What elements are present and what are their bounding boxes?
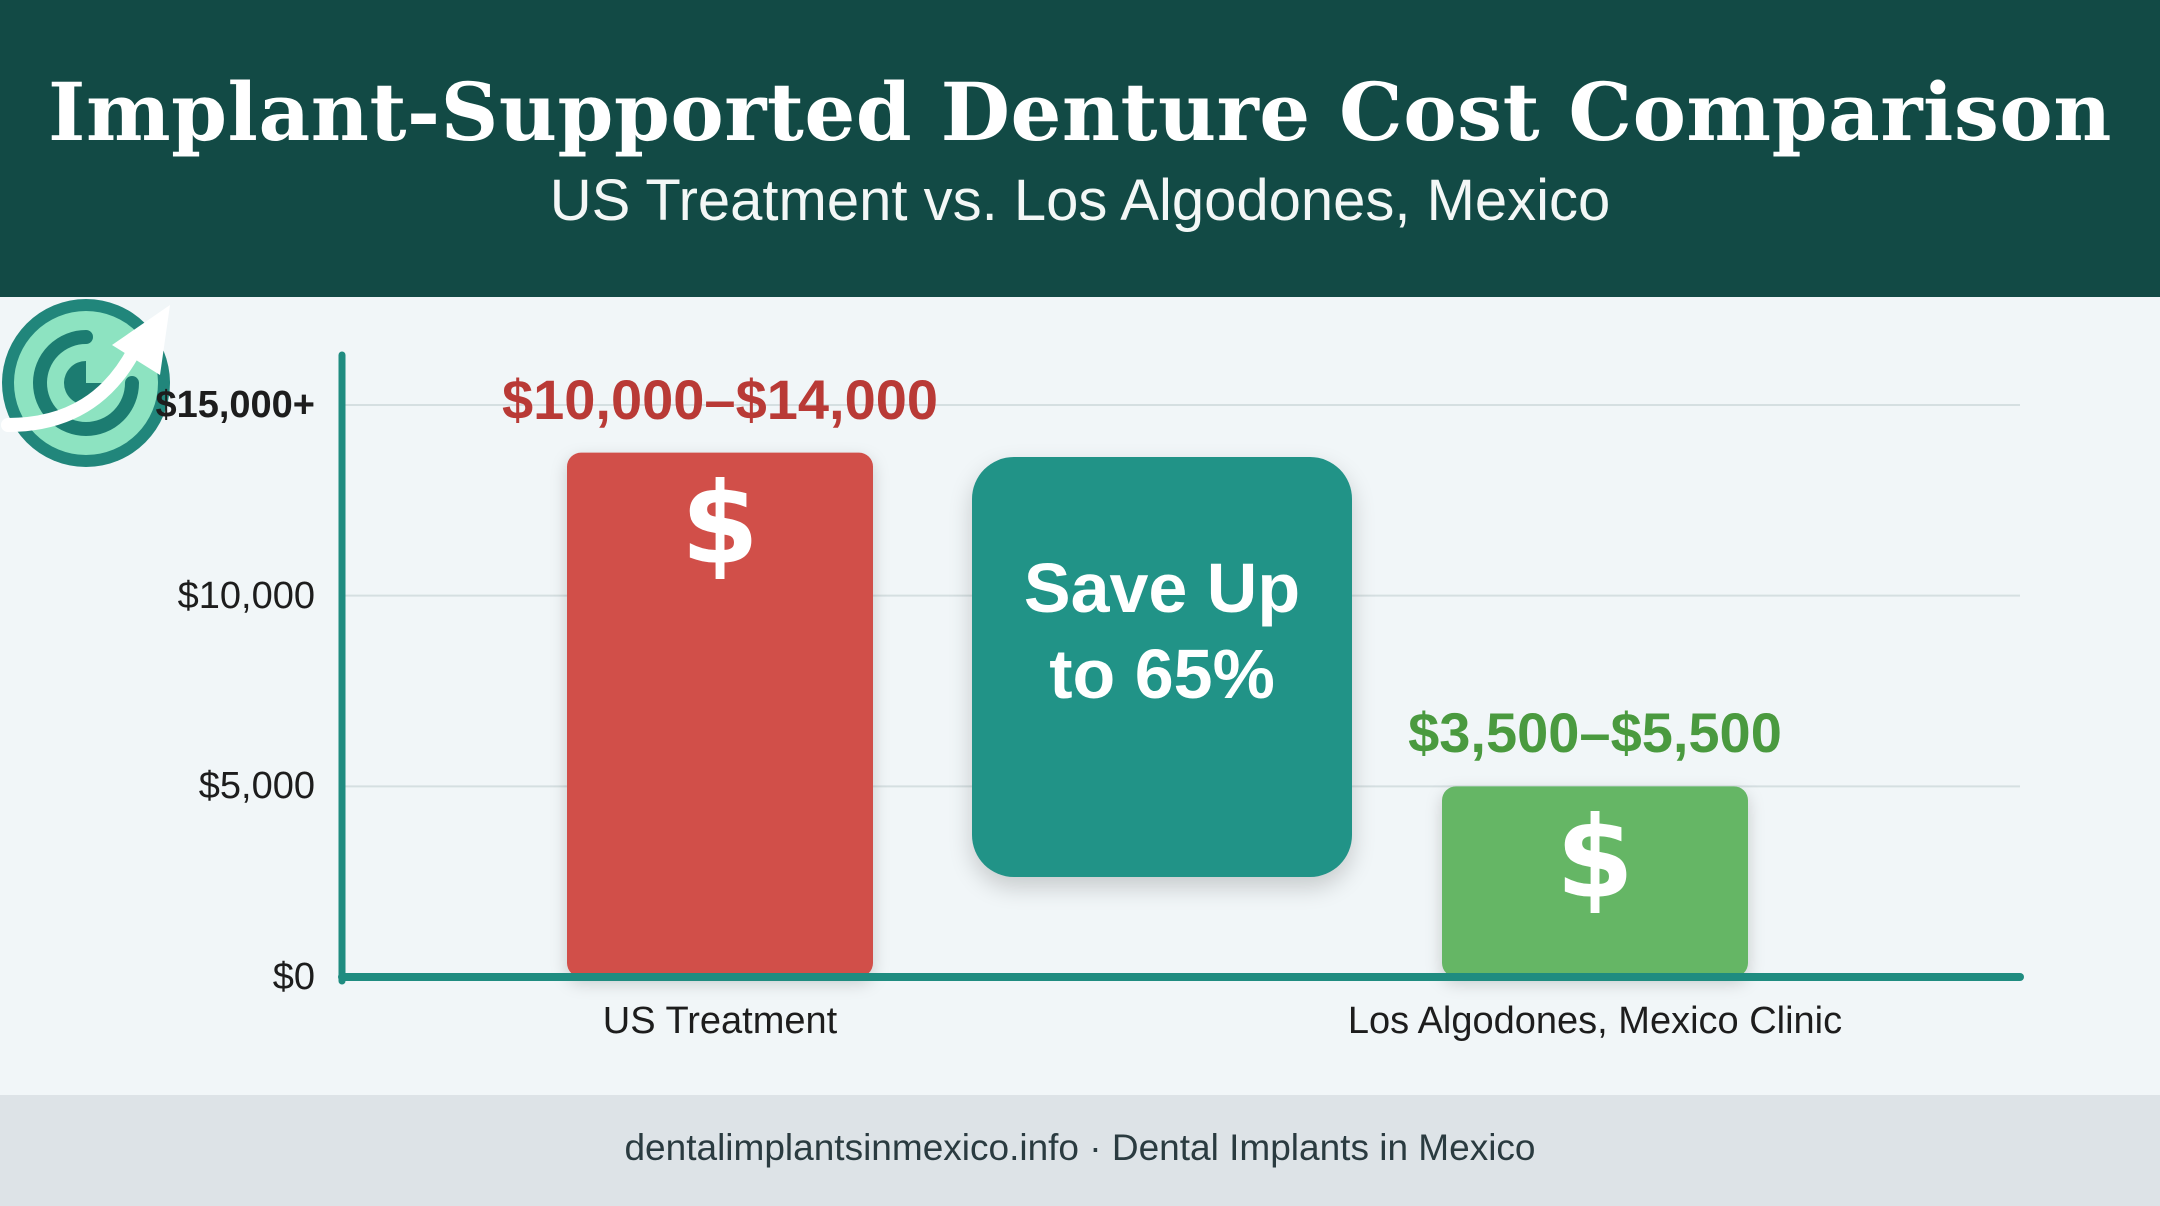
- savings-line-2: to 65%: [1049, 635, 1275, 713]
- savings-line-1: Save Up: [1023, 549, 1301, 627]
- dollar-sign-icon: $: [1556, 793, 1634, 923]
- header-banner: Implant-Supported Denture Cost Compariso…: [0, 0, 2160, 297]
- dollar-sign-icon: $: [681, 460, 759, 590]
- bar-value-label: $10,000–$14,000: [502, 367, 938, 431]
- chart-canvas: $$: [338, 351, 2024, 985]
- savings-callout-text: Save Up to 65%: [972, 545, 1352, 717]
- y-tick-label: $0: [272, 956, 315, 998]
- footer-bar: dentalimplantsinmexico.info · Dental Imp…: [0, 1095, 2160, 1206]
- chart-title: Implant-Supported Denture Cost Compariso…: [48, 65, 2112, 159]
- bar: [1442, 786, 1748, 977]
- y-tick-label: $5,000: [198, 765, 315, 808]
- y-tick-label: $15,000+: [155, 384, 315, 426]
- chart-subtitle: US Treatment vs. Los Algodones, Mexico: [549, 168, 1611, 233]
- trend-arrow-icon: [1, 305, 170, 432]
- x-category-label: US Treatment: [602, 1000, 838, 1042]
- y-tick-label: $10,000: [177, 574, 315, 617]
- bar: [567, 452, 873, 977]
- bar-value-label: $3,500–$5,500: [1408, 701, 1782, 765]
- x-category-label: Los Algodones, Mexico Clinic: [1347, 1000, 1843, 1042]
- savings-callout: Save Up to 65%: [972, 457, 1352, 877]
- bar-chart: $ $ Save Up to 65% $0 $5,000 $10,000 $15,000…: [0, 297, 2160, 1095]
- footer-source: dentalimplantsinmexico.info · Dental Imp…: [624, 1127, 1536, 1168]
